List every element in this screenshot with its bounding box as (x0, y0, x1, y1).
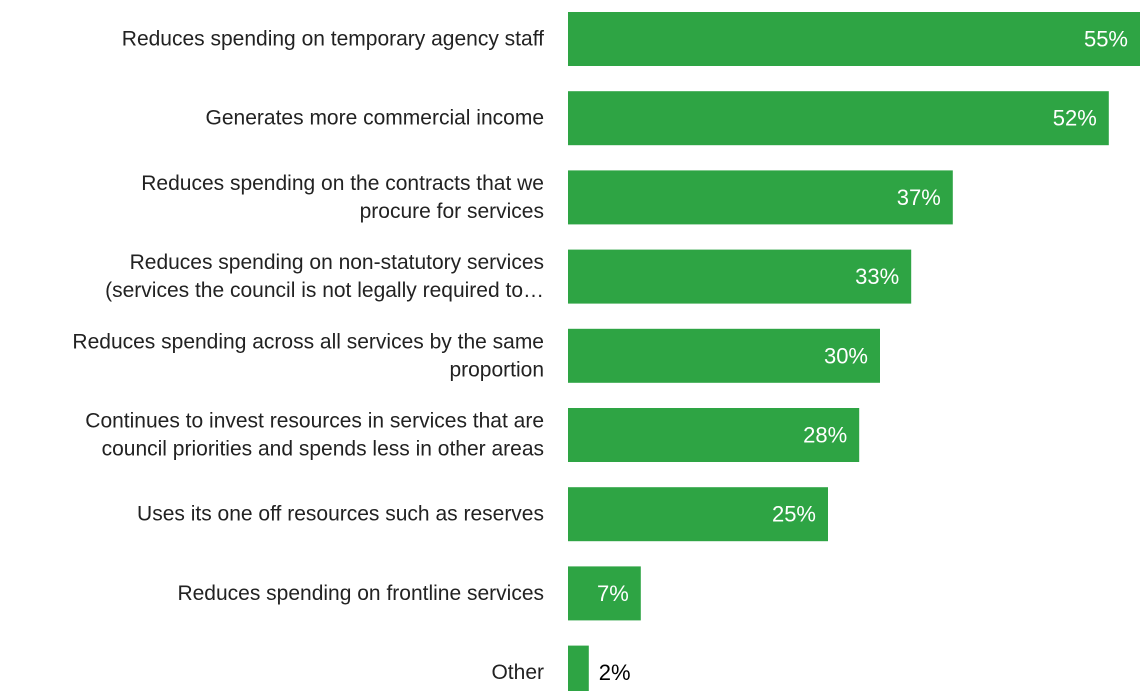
bar (568, 645, 589, 691)
category-label: (services the council is not legally req… (105, 279, 544, 302)
value-label: 37% (897, 185, 941, 210)
category-label: Reduces spending on the contracts that w… (141, 172, 544, 195)
value-label: 52% (1053, 106, 1097, 131)
category-label: Reduces spending on temporary agency sta… (122, 28, 544, 51)
category-label: Continues to invest resources in service… (85, 410, 544, 433)
bar (568, 566, 641, 621)
category-label: Uses its one off resources such as reser… (137, 503, 544, 526)
value-label: 33% (855, 264, 899, 289)
category-label: council priorities and spends less in ot… (102, 438, 544, 461)
bar (568, 487, 828, 542)
category-label: proportion (449, 358, 544, 381)
value-labels: 55% 52% 37% 33% 30% 28% 25% 7% 2% (597, 27, 1128, 686)
category-label: Other (491, 661, 544, 684)
bar (568, 408, 860, 462)
bar (568, 328, 880, 383)
value-label: 28% (803, 423, 847, 448)
category-labels: Reduces spending on temporary agency sta… (72, 28, 544, 685)
category-label: procure for services (360, 200, 544, 223)
bar (568, 12, 1140, 66)
category-label: Reduces spending on non-statutory servic… (130, 251, 544, 274)
category-label: Reduces spending across all services by … (72, 330, 544, 353)
bar (568, 91, 1109, 146)
bars (568, 12, 1140, 691)
value-label: 25% (772, 502, 816, 527)
value-label: 55% (1084, 27, 1128, 52)
category-label: Generates more commercial income (206, 107, 544, 130)
bar (568, 249, 912, 304)
value-label: 30% (824, 343, 868, 368)
value-label: 7% (597, 581, 629, 606)
category-label: Reduces spending on frontline services (177, 582, 544, 605)
value-label: 2% (599, 660, 631, 685)
bar (568, 170, 953, 225)
